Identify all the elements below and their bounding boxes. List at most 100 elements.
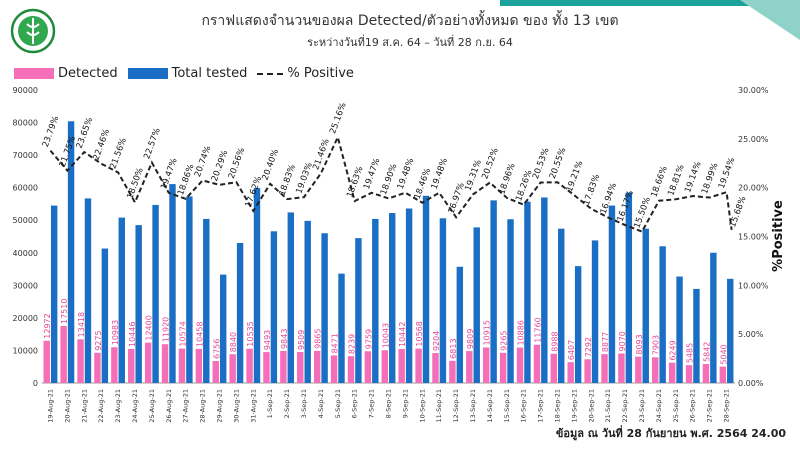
data-label-positive: 20.56% [227, 146, 247, 180]
bar-detected [466, 351, 473, 383]
bar-detected [330, 355, 338, 383]
data-label-detected: 13418 [77, 312, 86, 337]
bar-total [355, 238, 362, 383]
bar-detected [533, 344, 541, 383]
data-label-detected: 10458 [195, 322, 204, 347]
x-tick-label: 24-Sep-21 [655, 389, 663, 422]
x-tick-label: 7-Sep-21 [368, 389, 376, 418]
data-label-detected: 11920 [162, 317, 171, 342]
bar-total [50, 205, 58, 383]
legend-item-total: Total tested [127, 66, 247, 81]
bar-total [372, 218, 379, 383]
bar-total [608, 205, 616, 383]
bar-detected [432, 353, 439, 383]
bar-total [270, 231, 278, 383]
bar-detected [161, 344, 169, 383]
data-label-detected: 9070 [618, 331, 627, 351]
x-tick-label: 25-Sep-21 [672, 389, 680, 422]
data-label-positive: 20.74% [193, 145, 213, 179]
x-tick-label: 3-Sep-21 [300, 389, 308, 418]
y-left-tick-label: 90000 [13, 86, 38, 95]
legend-item-detected: Detected [14, 66, 118, 81]
x-tick-label: 22-Aug-21 [97, 389, 105, 423]
data-label-detected: 12400 [145, 315, 154, 340]
data-label-detected: 6407 [567, 340, 576, 360]
data-label-detected: 9809 [466, 329, 475, 349]
data-label-positive: 19.47% [362, 157, 382, 191]
ministry-logo [10, 8, 56, 54]
y-right-tick-label: 30.00% [738, 86, 769, 95]
bar-total [473, 227, 480, 383]
data-label-positive: 18.99% [700, 162, 720, 196]
bar-total [541, 197, 548, 383]
bar-total [253, 187, 261, 383]
y-left-tick-label: 50000 [13, 216, 38, 225]
data-label-detected: 6249 [669, 340, 678, 360]
x-tick-label: 11-Sep-21 [435, 389, 443, 422]
data-label-positive: 22.46% [92, 128, 112, 162]
bar-total [693, 288, 700, 383]
x-tick-label: 23-Sep-21 [638, 389, 646, 422]
data-label-positive-end: 15.68% [728, 195, 748, 229]
bar-detected [482, 347, 490, 383]
data-label-positive: 20.52% [480, 147, 500, 181]
y-right-tick-label: 0.00% [738, 379, 764, 388]
x-tick-label: 27-Aug-21 [182, 389, 190, 423]
bar-detected [516, 347, 524, 383]
data-label-detected: 10535 [246, 321, 255, 346]
chart-subtitle: ระหว่างวันที่19 ส.ค. 64 – วันที่ 28 ก.ย.… [307, 36, 513, 49]
data-label-positive: 19.48% [396, 157, 416, 191]
bar-detected [60, 325, 67, 383]
x-tick-label: 31-Aug-21 [249, 389, 257, 423]
x-tick-label: 6-Sep-21 [351, 389, 359, 418]
data-label-positive: 19.54% [717, 156, 737, 190]
x-tick-label: 21-Aug-21 [80, 389, 88, 423]
legend-swatch-detected [14, 68, 54, 79]
bar-total [321, 233, 328, 383]
bar-detected [415, 348, 422, 383]
bar-total [405, 208, 413, 383]
x-tick-label: 19-Aug-21 [46, 389, 54, 423]
x-tick-label: 22-Sep-21 [621, 389, 629, 422]
y-left-tick-label: 20000 [13, 314, 38, 323]
data-label-detected: 9204 [432, 331, 441, 351]
legend-item-positive: % Positive [257, 66, 354, 81]
y-right-tick-label: 25.00% [738, 135, 769, 144]
data-label-positive: 22.57% [142, 127, 162, 161]
bar-detected [635, 356, 642, 383]
data-label-detected: 8988 [550, 331, 559, 351]
bar-detected [668, 362, 676, 383]
bar-total [152, 204, 159, 383]
x-tick-label: 8-Sep-21 [385, 389, 393, 418]
x-tick-label: 26-Aug-21 [165, 389, 173, 423]
x-tick-label: 10-Sep-21 [418, 389, 426, 422]
x-tick-label: 12-Sep-21 [452, 389, 460, 422]
x-tick-label: 30-Aug-21 [232, 389, 240, 423]
bar-detected [77, 339, 84, 383]
bar-detected [297, 352, 304, 383]
data-label-detected: 10983 [111, 320, 120, 345]
data-label-positive: 23.79% [41, 115, 61, 149]
bar-detected [246, 348, 253, 383]
x-tick-label: 2-Sep-21 [283, 389, 291, 418]
bar-total [236, 243, 244, 383]
x-tick-label: 17-Sep-21 [537, 389, 545, 422]
bar-total [169, 184, 176, 383]
data-label-detected: 8239 [347, 334, 356, 354]
x-tick-label: 27-Sep-21 [706, 389, 714, 422]
data-label-positive: 19.48% [430, 157, 450, 191]
y-left-tick-label: 70000 [13, 151, 38, 160]
data-label-detected: 9843 [280, 329, 289, 349]
bar-detected [178, 348, 186, 383]
x-tick-label: 16-Sep-21 [520, 389, 528, 422]
bar-total [203, 218, 210, 383]
data-label-positive: 20.40% [261, 148, 281, 182]
data-label-detected: 6756 [212, 339, 221, 359]
bar-detected [618, 353, 625, 383]
data-label-detected: 5842 [702, 342, 711, 362]
data-label-detected: 5040 [719, 344, 728, 364]
data-label-positive: 21.56% [108, 137, 128, 171]
x-tick-label: 15-Sep-21 [503, 389, 511, 422]
y-left-tick-label: 60000 [13, 184, 38, 193]
